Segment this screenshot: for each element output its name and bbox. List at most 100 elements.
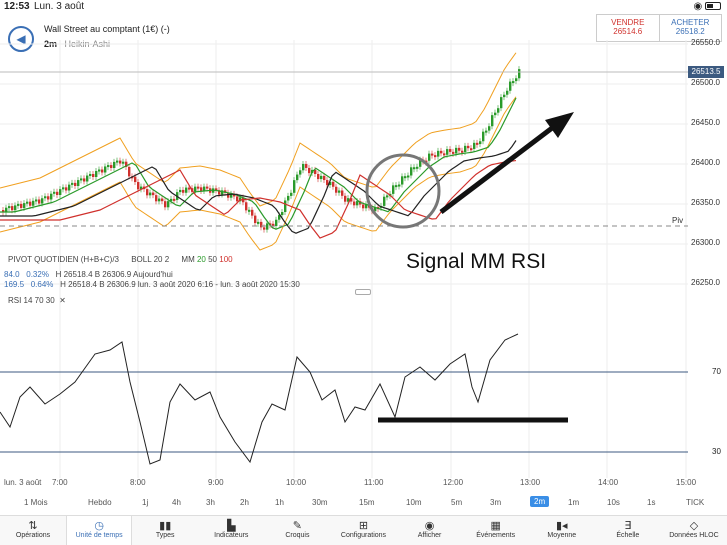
- candle-body: [437, 150, 440, 157]
- period-selector: 1 Mois Hebdo 1j 4h 3h 2h 1h 30m 15m 10m 5m 3m 2m 1m 10…: [0, 496, 727, 512]
- toolbar-icon: ⊞: [358, 520, 369, 532]
- indicator-legend: PIVOT QUOTIDIEN (H+B+C)/3 BOLL 20 2 MM 2…: [8, 255, 233, 264]
- time-axis-label: 10:00: [286, 478, 307, 487]
- toolbar-button[interactable]: ✎ Croquis: [264, 516, 330, 545]
- pane-resize-handle[interactable]: [355, 289, 371, 295]
- candle-body: [224, 190, 227, 193]
- toolbar-button[interactable]: ∃ Échelle: [595, 516, 661, 545]
- candle-body: [107, 165, 110, 168]
- candle-body: [245, 202, 248, 211]
- bottom-toolbar: ⇅ Opérations ◷ Unité de temps ▮▮ Types ▙ Indica…: [0, 515, 727, 545]
- period-option[interactable]: TICK: [686, 498, 705, 507]
- toolbar-button[interactable]: ⇅ Opérations: [0, 516, 66, 545]
- period-option[interactable]: 2m: [530, 496, 550, 507]
- status-indicators: ◉: [693, 1, 721, 12]
- candle-body: [161, 198, 164, 202]
- toolbar-button[interactable]: ◷ Unité de temps: [66, 516, 133, 545]
- toolbar-button[interactable]: ▮◂ Moyenne: [529, 516, 595, 545]
- candle-body: [449, 149, 452, 152]
- time-axis-label: 7:00: [52, 478, 68, 487]
- candle-body: [125, 161, 128, 167]
- period-option[interactable]: 1h: [275, 498, 284, 507]
- candle-body: [140, 186, 143, 190]
- stats-row-1: 84.0 0.32% H 26518.4 B 26306.9 Aujourd'h…: [4, 270, 173, 279]
- period-option[interactable]: 1s: [647, 498, 656, 507]
- candle-body: [32, 200, 35, 206]
- toolbar-button[interactable]: ⊞ Configurations: [330, 516, 396, 545]
- time-axis-label: 15:00: [676, 478, 697, 487]
- rsi-line: [0, 333, 519, 465]
- candle-body: [506, 90, 509, 95]
- period-option[interactable]: 1m: [568, 498, 580, 507]
- period-option[interactable]: Hebdo: [88, 498, 112, 507]
- toolbar-label: Moyenne: [547, 532, 577, 539]
- rsi-close-icon[interactable]: ✕: [59, 296, 66, 305]
- candle-body: [419, 159, 422, 167]
- candle-body: [338, 190, 341, 193]
- rsi-path: [0, 333, 519, 465]
- rsi-chart[interactable]: [0, 292, 688, 478]
- candle-body: [227, 192, 230, 198]
- candle-body: [341, 190, 344, 196]
- candle-body: [293, 180, 296, 193]
- period-option[interactable]: 1 Mois: [24, 498, 48, 507]
- candle-body: [56, 191, 59, 195]
- buy-price: 26518.2: [675, 27, 705, 36]
- candle-body: [179, 189, 182, 193]
- candle-body: [443, 153, 446, 156]
- candle-body: [335, 186, 338, 193]
- sell-button[interactable]: VENDRE 26514.6: [597, 15, 660, 41]
- toolbar-button[interactable]: ▮▮ Types: [132, 516, 198, 545]
- candle-body: [14, 205, 17, 211]
- candle-body: [8, 206, 11, 209]
- period-option[interactable]: 5m: [451, 498, 463, 507]
- mm-20-legend: 20: [196, 255, 206, 264]
- candle-body: [155, 195, 158, 202]
- buy-label: ACHETER: [671, 18, 710, 27]
- candle-body: [491, 115, 494, 127]
- candle-body: [464, 145, 467, 152]
- boll-lower: [0, 96, 517, 251]
- candle-body: [305, 163, 308, 168]
- candle-body: [71, 182, 74, 185]
- candle-body: [281, 212, 284, 216]
- price-chart[interactable]: [0, 40, 688, 292]
- candle-body: [80, 178, 83, 181]
- toolbar-button[interactable]: ◉ Afficher: [397, 516, 463, 545]
- toolbar-button[interactable]: ▦ Événements: [463, 516, 529, 545]
- candle-body: [119, 160, 122, 164]
- rsi-label-70: 70: [712, 367, 721, 376]
- period-option[interactable]: 10m: [406, 498, 422, 507]
- period-option[interactable]: 3h: [206, 498, 215, 507]
- period-option[interactable]: 30m: [312, 498, 328, 507]
- candle-body: [236, 196, 239, 202]
- toolbar-button[interactable]: ▙ Indicateurs: [198, 516, 264, 545]
- candle-body: [146, 189, 149, 196]
- candle-body: [116, 160, 119, 163]
- time-axis-label: lun. 3 août: [4, 478, 42, 487]
- period-option[interactable]: 10s: [607, 498, 620, 507]
- period-option[interactable]: 15m: [359, 498, 375, 507]
- candle-body: [218, 190, 221, 195]
- period-option[interactable]: 4h: [172, 498, 181, 507]
- time-axis-label: 11:00: [364, 478, 384, 487]
- candle-body: [326, 180, 329, 186]
- period-option[interactable]: 3m: [490, 498, 502, 507]
- candle-body: [194, 186, 197, 192]
- candle-body: [410, 167, 413, 176]
- toolbar-icon: ◷: [94, 520, 104, 532]
- candle-body: [416, 166, 419, 169]
- candle-body: [518, 69, 521, 79]
- toolbar-button[interactable]: ◇ Données HLOC: [661, 516, 727, 545]
- candle-body: [509, 81, 512, 91]
- period-option[interactable]: 1j: [142, 498, 149, 507]
- candle-body: [497, 108, 500, 113]
- candle-body: [473, 142, 476, 149]
- period-option[interactable]: 2h: [240, 498, 249, 507]
- back-button[interactable]: ◀: [8, 26, 34, 52]
- buy-button[interactable]: ACHETER 26518.2: [660, 15, 722, 41]
- candle-body: [482, 131, 485, 142]
- time-axis-label: 8:00: [130, 478, 146, 487]
- boll-upper: [0, 52, 517, 207]
- candle-body: [53, 191, 56, 194]
